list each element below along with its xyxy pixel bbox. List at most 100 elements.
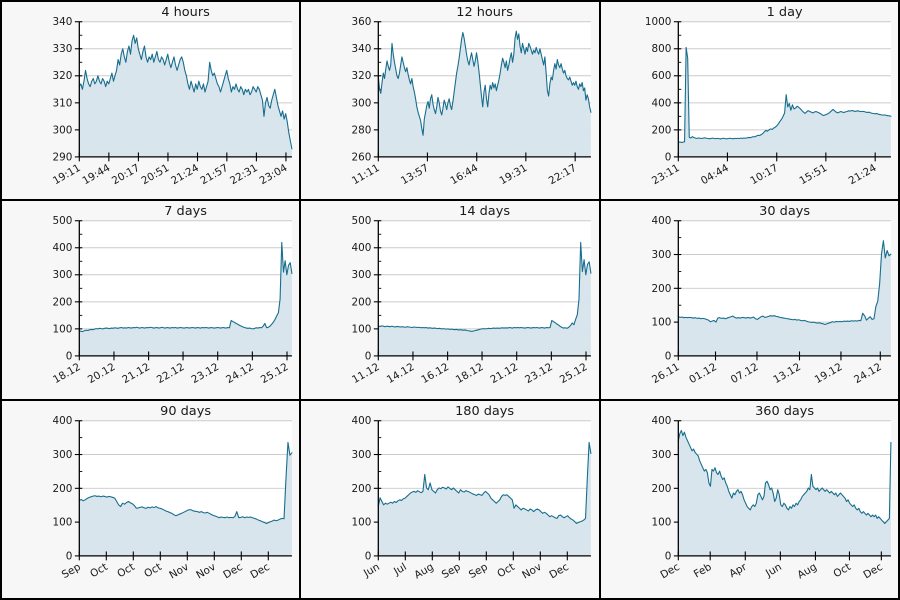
y-tick-label: 400: [352, 415, 372, 427]
chart-canvas-30-days: 0 100 200 300 400 26.11 01.12 07.12 13.12 19.12 24…: [650, 204, 892, 386]
y-tick-label: 330: [53, 43, 73, 55]
chart-panel-360-days: 0 100 200 300 400 Dec Feb Apr Jun Aug Oct Dec 360 da…: [600, 400, 898, 598]
series-area: [79, 242, 292, 357]
x-tick-label: 13.12: [771, 361, 803, 386]
y-tick-label: 0: [365, 351, 372, 363]
x-tick-label: 23.12: [523, 361, 555, 386]
y-tick-label: 100: [53, 324, 73, 336]
chart-title: 90 days: [160, 403, 211, 418]
series-line: [378, 441, 592, 524]
y-tick-label: 260: [352, 151, 372, 163]
chart-canvas-14-days: 0 100 200 300 400 500 11.12 14.12 16.12 18.12 21.1…: [350, 204, 592, 386]
x-tick-label: 25.12: [558, 361, 590, 386]
y-tick-label: 1000: [645, 16, 671, 28]
y-tick-label: 200: [352, 482, 372, 494]
chart-title: 7 days: [164, 204, 207, 219]
chart-panel-4-hours: 290 300 310 320 330 340 19:11 19:44 20:17 20:51 21…: [2, 2, 300, 200]
chart-title: 30 days: [759, 204, 810, 219]
y-tick-label: 300: [53, 124, 73, 136]
x-tick-label: Dec: [548, 560, 572, 581]
x-tick-label: Dec: [248, 560, 272, 581]
x-tick-label: 19:44: [80, 162, 112, 187]
x-tick-label: Dec: [861, 560, 885, 581]
x-tick-label: 22:31: [228, 162, 260, 187]
x-tick-label: Dec: [221, 560, 245, 581]
x-tick-label: 10:17: [748, 162, 780, 187]
x-tick-label: 19.12: [812, 361, 844, 386]
y-tick-label: 100: [651, 516, 671, 528]
y-tick-label: 0: [664, 550, 671, 562]
x-tick-label: 21.12: [120, 361, 152, 386]
y-tick-label: 340: [352, 43, 372, 55]
chart-title: 12 hours: [457, 5, 514, 20]
y-tick-label: 0: [365, 550, 372, 562]
y-tick-label: 360: [352, 16, 372, 28]
x-tick-label: 20:17: [110, 162, 142, 187]
x-tick-label: 07.12: [728, 361, 760, 386]
y-tick-label: 200: [53, 297, 73, 309]
x-tick-label: 04:44: [699, 162, 731, 187]
x-tick-label: 19:31: [498, 162, 530, 187]
y-tick-label: 500: [53, 216, 73, 228]
x-tick-label: Oct: [142, 561, 164, 580]
x-tick-label: 18.12: [454, 361, 486, 386]
y-tick-label: 200: [651, 124, 671, 136]
x-tick-label: 19:11: [51, 162, 83, 187]
series-area: [378, 31, 592, 157]
chart-title: 360 days: [755, 403, 814, 418]
x-tick-label: 14.12: [385, 361, 417, 386]
series-area: [378, 442, 592, 556]
y-tick-label: 100: [352, 516, 372, 528]
series-area: [677, 47, 891, 157]
x-tick-label: Nov: [167, 561, 191, 581]
x-tick-label: 16.12: [420, 361, 452, 386]
y-tick-label: 0: [66, 351, 73, 363]
x-tick-label: 22.12: [155, 361, 187, 386]
x-tick-label: 22:17: [547, 162, 579, 187]
x-tick-label: 23:04: [257, 162, 289, 187]
y-tick-label: 100: [53, 516, 73, 528]
chart-panel-1-day: 0 200 400 600 800 1000 23:11 04:44 10:17 15:51 21:…: [600, 2, 898, 200]
y-tick-label: 300: [651, 249, 671, 261]
series-area: [677, 430, 891, 556]
x-tick-label: Dec: [658, 560, 682, 581]
y-tick-label: 290: [53, 151, 73, 163]
chart-panel-14-days: 0 100 200 300 400 500 11.12 14.12 16.12 18.12 21.1…: [301, 201, 599, 399]
chart-title: 180 days: [455, 403, 514, 418]
series-area: [677, 241, 891, 357]
x-tick-label: 15:51: [797, 162, 829, 187]
y-tick-label: 400: [651, 216, 671, 228]
x-tick-label: Jul: [391, 561, 409, 578]
y-tick-label: 200: [53, 482, 73, 494]
x-tick-label: Sep: [440, 560, 463, 580]
x-tick-label: 26.11: [650, 361, 682, 386]
series-line: [378, 242, 592, 333]
chart-title: 14 days: [459, 204, 510, 219]
x-tick-label: 21:24: [846, 162, 878, 187]
y-tick-label: 310: [53, 97, 73, 109]
x-tick-label: 20:51: [139, 162, 171, 187]
x-tick-label: 21.12: [489, 361, 521, 386]
x-tick-label: 11:11: [350, 162, 382, 187]
series-area: [79, 35, 292, 157]
y-tick-label: 400: [651, 97, 671, 109]
series-area: [79, 442, 292, 556]
series-line: [78, 441, 293, 524]
y-tick-label: 400: [651, 415, 671, 427]
chart-canvas-7-days: 0 100 200 300 400 500 18.12 20.12 21.12 22.12 23.1…: [51, 204, 293, 386]
y-tick-label: 300: [352, 270, 372, 282]
y-tick-label: 300: [651, 449, 671, 461]
chart-canvas-12-hours: 260 280 300 320 340 360 11:11 13:57 16:44 19:31 22…: [350, 5, 592, 187]
x-tick-label: Oct: [88, 561, 110, 580]
x-tick-label: 21:57: [198, 162, 230, 187]
series-area: [378, 242, 592, 357]
y-tick-label: 0: [664, 151, 671, 163]
y-tick-label: 300: [53, 449, 73, 461]
series-line: [78, 242, 293, 333]
series-line: [677, 240, 892, 326]
y-tick-label: 400: [53, 415, 73, 427]
x-tick-label: 24.12: [852, 361, 884, 386]
y-tick-label: 0: [664, 351, 671, 363]
